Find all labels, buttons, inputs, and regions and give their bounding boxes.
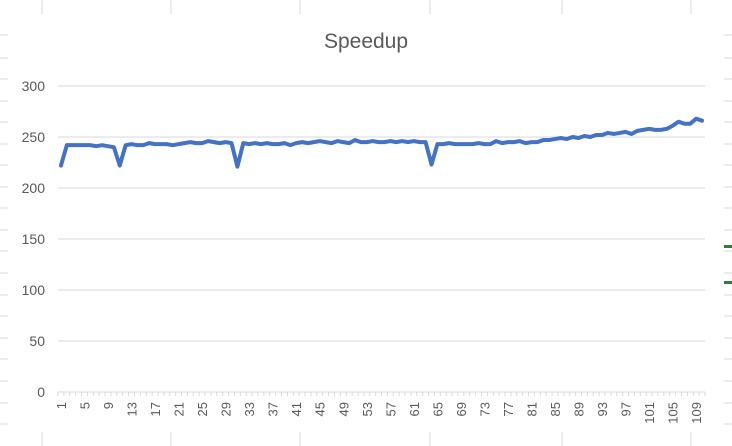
y-tick-label: 250: [22, 129, 46, 145]
x-tick-label: 49: [336, 402, 351, 416]
y-tick-label: 50: [29, 333, 45, 349]
x-tick-label: 85: [548, 402, 563, 416]
x-tick-label: 93: [595, 402, 610, 416]
speedup-series-line: [58, 116, 705, 169]
x-tick-label: 25: [195, 402, 210, 416]
selection-marker: [724, 281, 732, 284]
x-tick-label: 97: [619, 402, 634, 416]
x-tick-label: 5: [77, 402, 92, 409]
x-tick-label: 37: [266, 402, 281, 416]
y-tick-label: 0: [37, 384, 45, 400]
y-tick-label: 100: [22, 282, 46, 298]
x-tick-label: 57: [383, 402, 398, 416]
x-tick-label: 73: [477, 402, 492, 416]
x-tick-label: 89: [572, 402, 587, 416]
selection-marker: [724, 245, 732, 248]
x-tick-label: 13: [125, 402, 140, 416]
x-tick-label: 81: [524, 402, 539, 416]
y-tick-label: 300: [22, 78, 46, 94]
y-tick-label: 200: [22, 180, 46, 196]
x-tick-label: 45: [313, 402, 328, 416]
x-tick-label: 1: [54, 402, 69, 409]
x-tick-label: 17: [148, 402, 163, 416]
x-tick-label: 21: [172, 402, 187, 416]
x-tick-label: 33: [242, 402, 257, 416]
x-tick-label: 61: [407, 402, 422, 416]
y-tick-label: 150: [22, 231, 46, 247]
x-tick-label: 9: [101, 402, 116, 409]
x-tick-label: 41: [289, 402, 304, 416]
x-tick-label: 65: [430, 402, 445, 416]
chart-title: Speedup: [323, 30, 409, 53]
x-tick-label: 53: [360, 402, 375, 416]
x-tick-label: 29: [219, 402, 234, 416]
x-tick-label: 69: [454, 402, 469, 416]
x-tick-label: 101: [642, 402, 657, 424]
x-tick-label: 105: [666, 402, 681, 424]
x-tick-label: 109: [689, 402, 704, 424]
x-tick-label: 77: [501, 402, 516, 416]
